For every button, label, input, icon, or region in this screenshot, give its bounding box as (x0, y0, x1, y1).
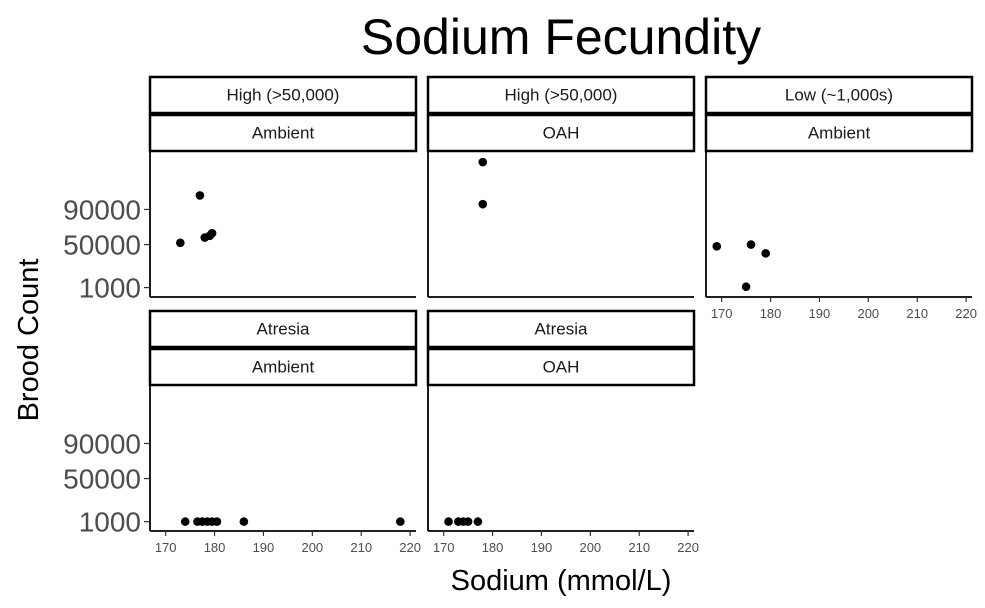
x-tick-label: 200 (857, 306, 879, 321)
chart-title: Sodium Fecundity (361, 9, 761, 65)
y-axis-label: Brood Count (13, 259, 45, 422)
data-point (239, 517, 249, 526)
data-point (478, 157, 488, 167)
strip-label: High (>50,000) (227, 86, 340, 105)
facet-panels: High (>50,000)Ambient10005000090000High … (63, 75, 977, 555)
data-point (176, 238, 185, 248)
data-point (212, 517, 222, 526)
y-tick-label: 90000 (63, 194, 141, 225)
strip-box (426, 75, 696, 115)
x-tick-label: 180 (760, 306, 782, 321)
strip-box (148, 347, 418, 387)
strip-box (426, 347, 696, 387)
strip-box (148, 309, 418, 349)
data-point (741, 282, 751, 292)
strip-label: Low (~1,000s) (785, 86, 893, 105)
x-tick-label: 190 (809, 306, 831, 321)
data-point (473, 517, 483, 526)
strip-label: Ambient (252, 358, 315, 377)
facet-panel-3: Low (~1,000s) Ambient 170 180 190 200 210 220 (704, 75, 977, 321)
x-tick-label: 180 (482, 540, 504, 555)
y-tick-label: 50000 (63, 230, 141, 261)
y-tick-label: 50000 (63, 464, 141, 495)
x-tick-label: 210 (906, 306, 928, 321)
x-tick-label: 170 (433, 540, 455, 555)
data-point (180, 517, 190, 526)
y-tick-label: 1000 (79, 507, 141, 538)
facet-panel-5: Atresia OAH 170 180 190 200 210 220 (426, 309, 699, 555)
strip-box (426, 309, 696, 349)
x-tick-label: 200 (579, 540, 601, 555)
data-point (444, 517, 453, 526)
x-tick-label: 210 (628, 540, 650, 555)
y-tick-label: 90000 (63, 428, 141, 459)
strip-label: Ambient (808, 124, 871, 143)
x-tick-label: 180 (204, 540, 226, 555)
strip-box (704, 75, 974, 115)
facet-panel-4: Atresia Ambient 1000 50000 90000 170 180 190 200… (63, 309, 421, 555)
data-point (478, 199, 488, 209)
x-tick-label: 190 (253, 540, 275, 555)
strip-label: Atresia (535, 320, 588, 339)
data-point (396, 517, 405, 526)
x-tick-label: 200 (301, 540, 323, 555)
data-point (746, 240, 756, 249)
strip-label: OAH (543, 358, 580, 377)
x-tick-label: 220 (399, 540, 421, 555)
x-tick-label: 220 (677, 540, 699, 555)
data-point (195, 191, 205, 200)
x-tick-label: 220 (955, 306, 977, 321)
strip-box (426, 113, 696, 153)
x-tick-label: 170 (155, 540, 177, 555)
x-tick-label: 210 (350, 540, 372, 555)
data-point (463, 517, 473, 526)
data-point (712, 242, 722, 251)
x-axis-label: Sodium (mmol/L) (451, 565, 672, 597)
strip-box (148, 113, 418, 153)
strip-box (148, 75, 418, 115)
data-point (207, 228, 217, 238)
facet-panel-2: High (>50,000) OAH (426, 75, 696, 298)
data-point (761, 249, 770, 258)
strip-label: Atresia (257, 320, 310, 339)
x-tick-label: 190 (531, 540, 553, 555)
strip-label: Ambient (252, 124, 315, 143)
x-tick-label: 170 (711, 306, 733, 321)
strip-box (704, 113, 974, 153)
facet-panel-1: High (>50,000) Ambient 1000 50000 90000 (63, 75, 418, 304)
y-tick-label: 1000 (79, 273, 141, 304)
strip-label: High (>50,000) (505, 86, 618, 105)
strip-label: OAH (543, 124, 580, 143)
